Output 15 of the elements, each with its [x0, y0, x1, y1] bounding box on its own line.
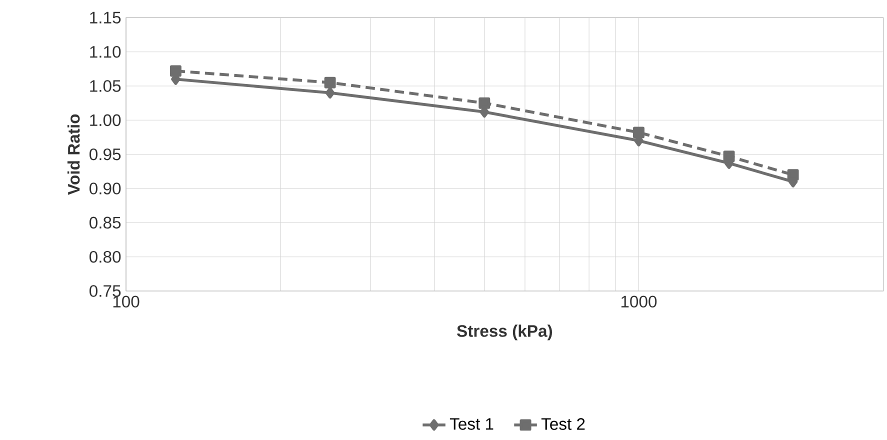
- y-tick-label: 1.00: [90, 114, 121, 126]
- y-tick-label: 0.85: [90, 216, 121, 229]
- x-axis-title: Stress (kPa): [456, 324, 552, 340]
- y-tick-label: 1.15: [90, 12, 121, 24]
- y-tick-label: 1.10: [90, 46, 121, 58]
- y-tick-label: 1.05: [90, 80, 121, 92]
- legend-label: Test 1: [450, 418, 494, 430]
- y-axis-title: Void Ratio: [67, 114, 80, 195]
- legend-label: Test 2: [541, 418, 585, 430]
- y-tick-label: 0.80: [90, 250, 121, 263]
- x-tick-label: 100: [113, 296, 140, 308]
- y-tick-label: 0.90: [90, 182, 121, 194]
- x-tick-label: 1000: [621, 296, 657, 308]
- y-tick-label: 0.75: [90, 285, 121, 297]
- y-tick-label: 0.95: [90, 148, 121, 160]
